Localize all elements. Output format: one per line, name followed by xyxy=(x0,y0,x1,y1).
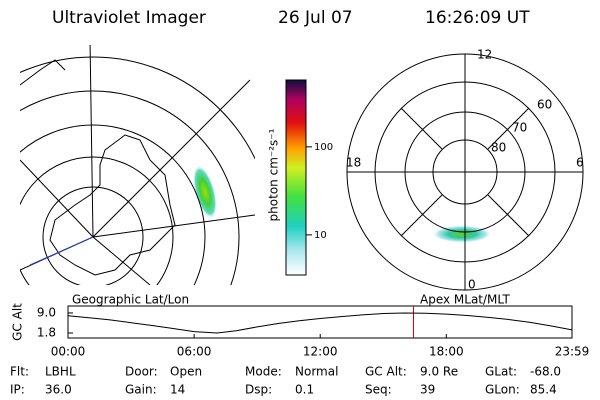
orbit-frame xyxy=(67,305,573,339)
colorbar-tick-label: 10 xyxy=(314,230,327,241)
x-tick-label: 23:59 xyxy=(555,345,590,359)
colorbar-label: photon cm⁻²s⁻¹ xyxy=(267,128,281,221)
x-tick-label: 12:00 xyxy=(303,345,338,359)
field-label: Seq: xyxy=(365,383,392,397)
apex-label: Apex MLat/MLT xyxy=(420,293,510,307)
x-tick-label: 18:00 xyxy=(429,345,464,359)
instrument: Ultraviolet Imager xyxy=(52,8,206,28)
orbit-track xyxy=(29,236,94,266)
field-value: Normal xyxy=(295,365,338,379)
field-label: GLon: xyxy=(485,383,520,397)
aurora xyxy=(192,164,218,220)
geo-label: Geographic Lat/Lon xyxy=(72,293,189,307)
y-tick-label: 1.8 xyxy=(37,325,56,339)
x-tick-label: 00:00 xyxy=(51,345,86,359)
date: 26 Jul 07 xyxy=(278,8,353,28)
field-label: IP: xyxy=(10,383,25,397)
lat-label: 80 xyxy=(491,141,506,155)
field-label: Door: xyxy=(125,365,158,379)
field-value: 36.0 xyxy=(45,383,72,397)
dynamic: 10 100 9.0 1.8 00:00 06:00 12:00 18:00 23:59 Flt:… xyxy=(10,142,589,397)
coastline xyxy=(49,134,176,276)
time: 16:26:09 UT xyxy=(425,8,530,28)
field-value: 0.1 xyxy=(295,383,314,397)
geo-map xyxy=(20,45,255,285)
field-label: Gain: xyxy=(125,383,157,397)
field-label: Dsp: xyxy=(245,383,272,397)
coastline xyxy=(20,59,66,86)
lat-label: 60 xyxy=(537,98,552,112)
polar-map xyxy=(346,53,584,291)
field-value: 14 xyxy=(170,383,185,397)
mlt-label: 18 xyxy=(346,156,361,170)
field-label: Flt: xyxy=(10,365,29,379)
mlt-label: 0 xyxy=(468,278,476,292)
field-value: Open xyxy=(170,365,202,379)
lat-label: 70 xyxy=(512,121,527,135)
mlt-label: 6 xyxy=(576,156,584,170)
colorbar xyxy=(285,79,307,276)
field-value: -68.0 xyxy=(530,365,561,379)
field-value: 9.0 Re xyxy=(420,365,458,379)
field-label: Mode: xyxy=(245,365,282,379)
field-value: LBHL xyxy=(45,365,76,379)
y-tick-label: 9.0 xyxy=(37,305,56,319)
field-value: 85.4 xyxy=(530,383,557,397)
colorbar-tick-label: 100 xyxy=(314,142,333,153)
altitude-line xyxy=(67,312,573,334)
aurora xyxy=(432,225,492,243)
geo-grid xyxy=(20,45,255,285)
field-label: GLat: xyxy=(485,365,517,379)
y-axis-label: GC Alt xyxy=(11,303,25,341)
x-tick-label: 06:00 xyxy=(177,345,212,359)
field-label: GC Alt: xyxy=(365,365,407,379)
mlt-label: 12 xyxy=(477,48,492,62)
field-value: 39 xyxy=(420,383,435,397)
